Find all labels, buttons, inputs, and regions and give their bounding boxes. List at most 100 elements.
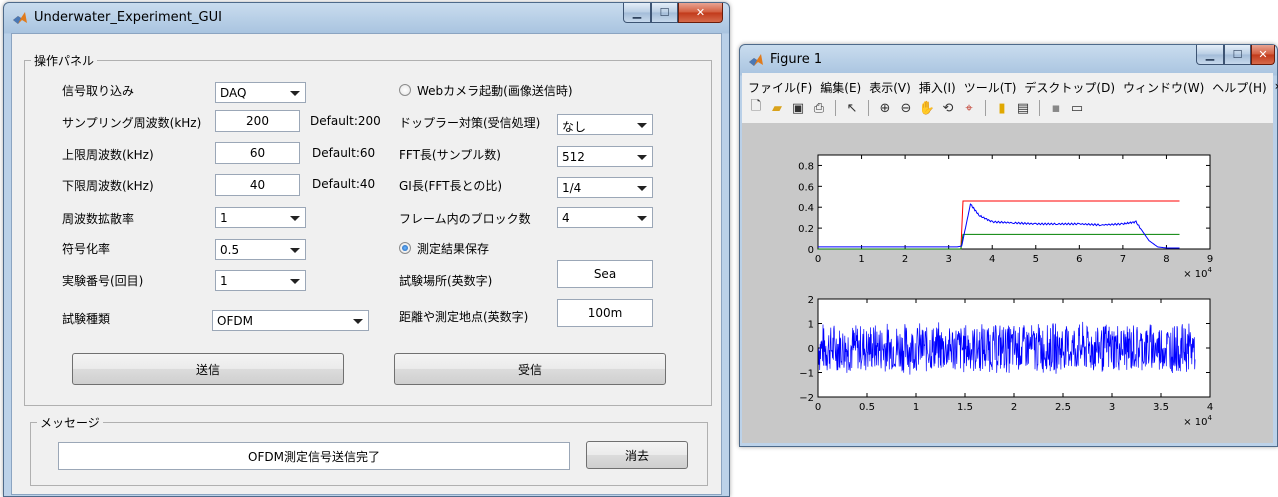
zoom-in-icon[interactable]: ⊕ xyxy=(879,100,891,116)
menu-insert[interactable]: 挿入(I) xyxy=(918,81,956,95)
x-tick-label: 3.5 xyxy=(1153,402,1169,413)
x-tick-label: 0.5 xyxy=(859,402,875,413)
webcam-radio-label: Webカメラ起動(画像送信時) xyxy=(417,84,573,98)
y-tick-label: 2 xyxy=(808,295,814,306)
gi-length-value: 1/4 xyxy=(562,181,582,195)
x-tick-label: 1 xyxy=(858,254,864,265)
operation-panel-title: 操作パネル xyxy=(34,54,95,68)
x-tick-label: 5 xyxy=(1033,254,1039,265)
gui-titlebar[interactable]: Underwater_Experiment_GUI ▁ ☐ ✕ xyxy=(4,3,729,33)
distance-label: 距離や測定地点(英数字) xyxy=(399,310,529,324)
coding-rate-value: 0.5 xyxy=(220,243,240,257)
open-folder-icon[interactable]: ▰ xyxy=(772,100,782,116)
minimize-button[interactable]: ▁ xyxy=(623,3,651,23)
message-display: OFDM測定信号送信完了 xyxy=(58,442,570,470)
close-button[interactable]: ✕ xyxy=(678,3,723,23)
figure-titlebar[interactable]: Figure 1 ▁ ☐ ✕ xyxy=(740,45,1277,75)
x-tick-label: 4 xyxy=(989,254,995,265)
gi-length-select[interactable]: 1/4 xyxy=(557,177,653,198)
figure-client-area: ファイル(F) 編集(E) 表示(V) 挿入(I) ツール(T) デスクトップ(… xyxy=(742,73,1278,443)
menu-file[interactable]: ファイル(F) xyxy=(748,81,813,95)
fft-length-value: 512 xyxy=(562,150,585,164)
x-tick-label: 6 xyxy=(1076,254,1082,265)
y-tick-label: 0 xyxy=(808,245,814,256)
coding-rate-label: 符号化率 xyxy=(62,242,111,256)
x-tick-label: 4 xyxy=(1207,402,1213,413)
print-icon[interactable]: ⎙ xyxy=(813,100,825,116)
y-tick-label: 0.8 xyxy=(798,161,814,172)
upper-freq-input[interactable]: 60 xyxy=(215,142,300,164)
sampling-freq-default: Default:200 xyxy=(310,114,381,128)
figure-plots: 0 1 2 3 4 5 6 7 8 9 0 0.2 0.4 0.6 0.8 × 104 0 0.5 1 1.5 2 2.5… xyxy=(798,154,1213,428)
clear-button[interactable]: 消去 xyxy=(586,441,688,469)
doppler-select[interactable]: なし xyxy=(557,114,653,135)
test-type-value: OFDM xyxy=(217,314,253,328)
figure-window: Figure 1 ▁ ☐ ✕ ファイル(F) 編集(E) 表示(V) 挿入(I)… xyxy=(739,44,1278,447)
fft-length-select[interactable]: 512 xyxy=(557,146,653,167)
save-icon[interactable]: ▣ xyxy=(791,100,805,116)
menu-desktop[interactable]: デスクトップ(D) xyxy=(1024,81,1116,95)
figure-minimize-button[interactable]: ▁ xyxy=(1196,45,1224,65)
lower-freq-default: Default:40 xyxy=(312,177,376,191)
maximize-button[interactable]: ☐ xyxy=(651,3,678,23)
figure-maximize-button[interactable]: ☐ xyxy=(1224,45,1251,65)
spread-rate-select[interactable]: 1 xyxy=(215,207,306,228)
x-tick-label: 3 xyxy=(1109,402,1115,413)
signal-source-select[interactable]: DAQ xyxy=(215,82,306,103)
x-tick-label: 3 xyxy=(945,254,951,265)
test-type-label: 試験種類 xyxy=(62,312,111,326)
series-line-2-1 xyxy=(818,321,1196,375)
menu-overflow-icon[interactable]: » xyxy=(1275,79,1278,96)
menu-tools[interactable]: ツール(T) xyxy=(963,81,1017,95)
series-line-1-2 xyxy=(818,233,1180,250)
sampling-freq-label: サンプリング周波数(kHz) xyxy=(62,116,202,130)
block-count-select[interactable]: 4 xyxy=(557,207,653,228)
figure-title: Figure 1 xyxy=(770,52,823,67)
close-icon: ✕ xyxy=(695,6,706,19)
new-file-icon[interactable]: 🗋 xyxy=(750,99,762,114)
webcam-radio[interactable] xyxy=(399,84,411,96)
show-plot-tools-icon[interactable]: ▭ xyxy=(1070,100,1084,116)
gui-client-area: 操作パネル 信号取り込み DAQ サンプリング周波数(kHz) 200 Defa… xyxy=(11,33,722,495)
coding-rate-select[interactable]: 0.5 xyxy=(215,239,306,260)
matlab-logo-icon xyxy=(749,54,763,66)
location-input[interactable]: Sea xyxy=(557,260,653,288)
minimize-icon: ▁ xyxy=(1205,48,1215,61)
lower-freq-input[interactable]: 40 xyxy=(215,174,300,196)
block-count-label: フレーム内のブロック数 xyxy=(399,212,531,226)
matlab-logo-icon xyxy=(13,12,27,24)
hide-plot-tools-icon[interactable]: ▪ xyxy=(1051,100,1061,116)
pointer-icon[interactable]: ↖ xyxy=(846,100,858,116)
chevron-down-icon xyxy=(637,216,647,221)
legend-icon[interactable]: ▤ xyxy=(1016,100,1030,116)
test-type-select[interactable]: OFDM xyxy=(212,310,369,331)
doppler-label: ドップラー対策(受信処理) xyxy=(399,116,541,130)
toolbar-separator xyxy=(868,100,869,116)
save-results-radio[interactable] xyxy=(399,242,411,254)
experiment-number-select[interactable]: 1 xyxy=(215,270,306,291)
gi-length-label: GI長(FFT長との比) xyxy=(399,179,503,193)
zoom-out-icon[interactable]: ⊖ xyxy=(900,100,912,116)
y-tick-label: 0.6 xyxy=(798,182,814,193)
figure-close-button[interactable]: ✕ xyxy=(1251,45,1275,65)
rotate-3d-icon[interactable]: ⟲ xyxy=(942,100,954,116)
data-cursor-icon[interactable]: ⌖ xyxy=(965,100,973,116)
menu-help[interactable]: ヘルプ(H) xyxy=(1212,81,1267,95)
pan-hand-icon[interactable]: ✋ xyxy=(918,100,936,116)
block-count-value: 4 xyxy=(562,211,570,225)
sampling-freq-input[interactable]: 200 xyxy=(215,110,300,132)
x-tick-label: 2 xyxy=(1011,402,1017,413)
y-tick-label: −1 xyxy=(799,369,814,380)
upper-freq-default: Default:60 xyxy=(312,146,376,160)
distance-input[interactable]: 100m xyxy=(557,299,653,327)
x-exponent-label: × 104 xyxy=(1183,266,1212,280)
colorbar-icon[interactable]: ▮ xyxy=(998,100,1006,116)
message-panel-title: メッセージ xyxy=(40,416,100,430)
menu-window[interactable]: ウィンドウ(W) xyxy=(1123,81,1205,95)
operation-panel: 操作パネル xyxy=(24,52,712,406)
menu-edit[interactable]: 編集(E) xyxy=(820,81,862,95)
toolbar-separator xyxy=(985,100,986,116)
receive-button[interactable]: 受信 xyxy=(394,353,666,385)
send-button[interactable]: 送信 xyxy=(72,353,344,385)
menu-view[interactable]: 表示(V) xyxy=(869,81,911,95)
